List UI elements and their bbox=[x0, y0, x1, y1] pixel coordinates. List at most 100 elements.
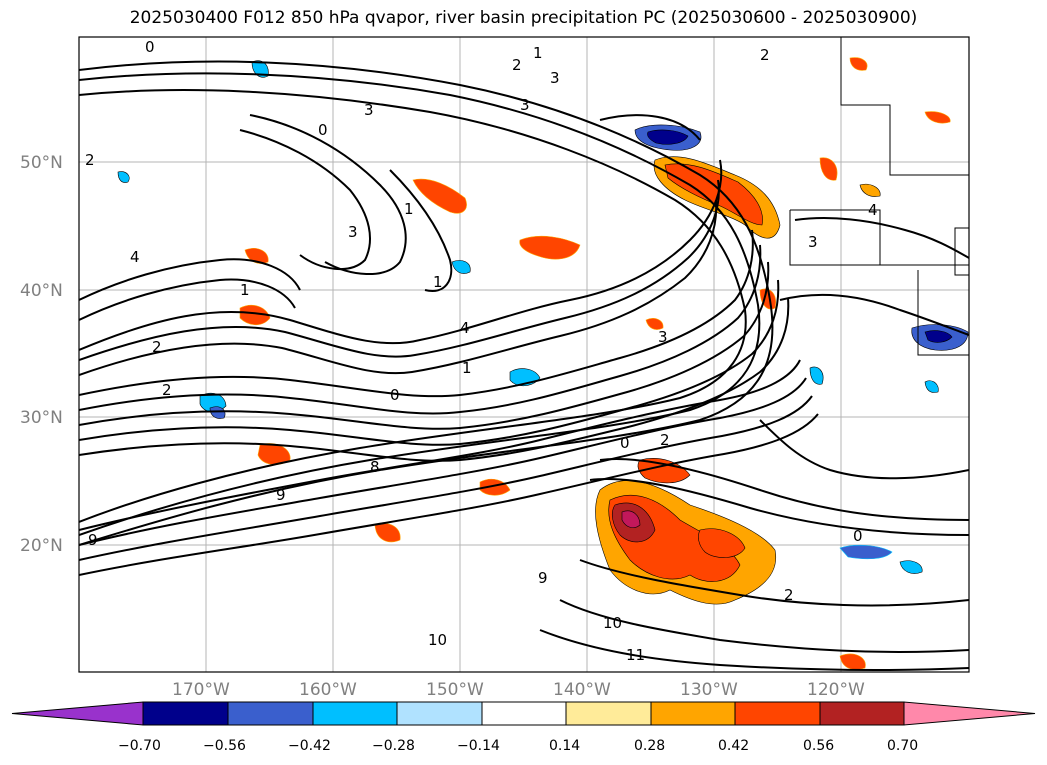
contour-label: 4 bbox=[460, 319, 470, 337]
contour-line bbox=[79, 297, 790, 462]
contour-label: 1 bbox=[533, 44, 543, 62]
negative-patch-3 bbox=[251, 60, 269, 78]
contour-line bbox=[779, 293, 969, 336]
contour-label: 2 bbox=[784, 586, 794, 604]
contour-label: 2 bbox=[152, 338, 162, 356]
positive-region-subtropical-2 bbox=[637, 458, 691, 484]
contour-line bbox=[759, 419, 969, 480]
lon-label-150w: 150°W bbox=[426, 680, 484, 700]
state-border bbox=[790, 209, 969, 266]
colorbar-tick-label: −0.14 bbox=[457, 738, 500, 754]
state-border bbox=[789, 210, 880, 266]
contour-label: 2 bbox=[760, 46, 770, 64]
contour-line bbox=[79, 179, 720, 361]
contour-label: 9 bbox=[538, 569, 548, 587]
contour-label: 3 bbox=[550, 69, 560, 87]
map-background bbox=[79, 37, 969, 672]
contour-label: 4 bbox=[868, 201, 878, 219]
colorbar-tick-label: −0.28 bbox=[372, 738, 415, 754]
contour-label: 9 bbox=[88, 531, 98, 549]
contour-label: 3 bbox=[520, 96, 530, 114]
contour-line bbox=[599, 114, 701, 141]
colorbar-segment bbox=[565, 701, 652, 726]
contour-label: 1 bbox=[433, 273, 443, 291]
colorbar-segment bbox=[481, 701, 567, 726]
contour-label: 3 bbox=[808, 233, 818, 251]
contour-line bbox=[79, 279, 780, 446]
precip-pc-fills bbox=[117, 57, 969, 670]
colorbar-segment bbox=[734, 701, 821, 726]
positive-patch-13 bbox=[859, 183, 881, 197]
contour-label: 0 bbox=[145, 38, 155, 56]
negative-patch-4 bbox=[451, 260, 471, 274]
contour-line bbox=[79, 258, 301, 301]
colorbar-segment bbox=[396, 701, 483, 726]
positive-patch-1 bbox=[412, 178, 467, 214]
positive-patch-12 bbox=[839, 653, 866, 670]
lat-label-50n: 50°N bbox=[20, 153, 63, 173]
contour-label: 0 bbox=[318, 121, 328, 139]
lon-label-130w: 130°W bbox=[680, 680, 738, 700]
colorbar-segment bbox=[312, 701, 398, 726]
colorbar bbox=[11, 701, 1036, 726]
colorbar-extend-high bbox=[903, 701, 1036, 726]
state-border bbox=[917, 270, 969, 356]
contour-line bbox=[589, 478, 969, 536]
negative-patch-9 bbox=[924, 380, 939, 393]
map-title: 2025030400 F012 850 hPa qvapor, river ba… bbox=[129, 8, 918, 28]
political-boundaries bbox=[789, 37, 969, 356]
contour-label: 2 bbox=[162, 381, 172, 399]
contour-label: 11 bbox=[626, 646, 645, 664]
colorbar-tick-label: 0.28 bbox=[634, 738, 666, 754]
positive-patch-2 bbox=[519, 235, 581, 260]
contour-label: 3 bbox=[348, 223, 358, 241]
colorbar-segment bbox=[142, 701, 229, 726]
map-frame bbox=[78, 36, 970, 673]
contour-line bbox=[79, 244, 762, 415]
contour-label: 3 bbox=[658, 328, 668, 346]
contour-line bbox=[794, 217, 969, 259]
contour-label: 1 bbox=[462, 359, 472, 377]
positive-patch-11 bbox=[849, 57, 868, 71]
qvapor-contours bbox=[79, 60, 969, 672]
contour-line bbox=[249, 114, 407, 275]
lon-label-160w: 160°W bbox=[299, 680, 357, 700]
negative-patch-8 bbox=[209, 406, 226, 419]
contour-line bbox=[79, 395, 813, 561]
negative-patch-7 bbox=[117, 171, 130, 183]
contour-label: 4 bbox=[130, 248, 140, 266]
contour-line bbox=[559, 599, 969, 653]
lon-label-120w: 120°W bbox=[807, 680, 865, 700]
colorbar-tick-label: −0.70 bbox=[118, 738, 161, 754]
positive-region-subtropical-3 bbox=[698, 528, 746, 558]
colorbar-extend-low bbox=[11, 701, 144, 726]
positive-patch-14 bbox=[645, 318, 664, 330]
contour-label: 0 bbox=[620, 434, 630, 452]
lat-label-30n: 30°N bbox=[20, 408, 63, 428]
contour-label: 2 bbox=[85, 151, 95, 169]
contour-label: 2 bbox=[512, 56, 522, 74]
lon-label-140w: 140°W bbox=[553, 680, 611, 700]
contour-label: 1 bbox=[240, 281, 250, 299]
contour-labels: 0 1 2 3 2 3 1 0 1 3 2 1 4 3 4 3 2 1 3 2 … bbox=[85, 38, 878, 664]
contour-label: 3 bbox=[364, 101, 374, 119]
contour-label: 9 bbox=[276, 486, 286, 504]
contour-label: 2 bbox=[660, 431, 670, 449]
positive-patch-9 bbox=[819, 157, 838, 181]
state-border bbox=[954, 227, 969, 276]
negative-core-inland bbox=[924, 330, 953, 343]
contour-label: 0 bbox=[853, 527, 863, 545]
contour-line bbox=[79, 359, 801, 531]
contour-line bbox=[79, 413, 819, 576]
coastline bbox=[840, 37, 969, 176]
lat-label-20n: 20°N bbox=[20, 536, 63, 556]
colorbar-segment bbox=[819, 701, 905, 726]
contour-label: 0 bbox=[390, 386, 400, 404]
negative-core-gulf-alaska bbox=[647, 129, 689, 145]
negative-patch-6 bbox=[899, 560, 923, 574]
colorbar-tick-label: −0.42 bbox=[288, 738, 331, 754]
colorbar-segment bbox=[650, 701, 736, 726]
colorbar-tick-label: 0.70 bbox=[887, 738, 919, 754]
contour-line bbox=[579, 559, 969, 607]
